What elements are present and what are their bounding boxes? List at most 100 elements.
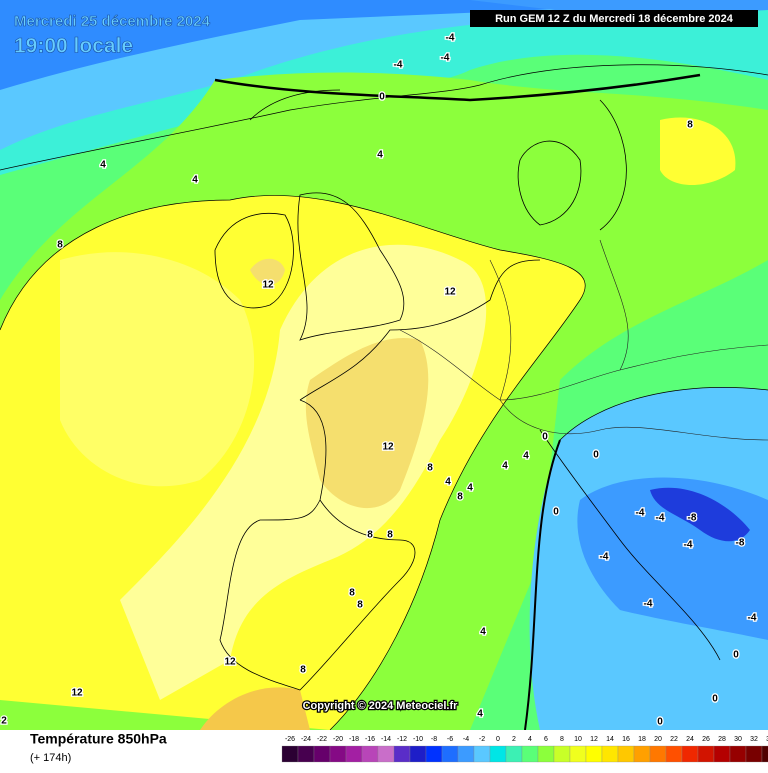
contour-label: 8 — [687, 120, 693, 131]
scale-swatch — [313, 745, 331, 763]
scale-label: 12 — [590, 736, 598, 743]
contour-label: 4 — [445, 477, 451, 488]
contour-label: -8 — [736, 538, 745, 549]
scale-label: 6 — [544, 736, 548, 743]
scale-label: 16 — [622, 736, 630, 743]
scale-swatch — [697, 745, 715, 763]
scale-label: 24 — [686, 736, 694, 743]
scale-swatch — [409, 745, 427, 763]
scale-label: -8 — [431, 736, 437, 743]
contour-label: 12 — [262, 280, 274, 291]
scale-swatch — [297, 745, 315, 763]
contour-label: -4 — [600, 552, 609, 563]
contour-label: 4 — [100, 160, 106, 171]
contour-label: -4 — [684, 540, 693, 551]
valid-time: 19:00 locale — [14, 35, 133, 58]
contour-label: -4 — [748, 613, 757, 624]
contour-label: 0 — [657, 717, 663, 728]
contour-label: 0 — [553, 507, 559, 518]
contour-label: 8 — [300, 665, 306, 676]
contour-label: 8 — [457, 492, 463, 503]
scale-label: -26 — [285, 736, 295, 743]
scale-swatch — [393, 745, 411, 763]
scale-swatch — [601, 745, 619, 763]
contour-label: 4 — [192, 175, 198, 186]
scale-label: -20 — [333, 736, 343, 743]
scale-label: 10 — [574, 736, 582, 743]
contour-label: 0 — [379, 92, 385, 103]
scale-label: 34 — [766, 736, 768, 743]
scale-label: -6 — [447, 736, 453, 743]
scale-swatch — [569, 745, 587, 763]
contour-label: -4 — [656, 513, 665, 524]
scale-swatch — [745, 745, 763, 763]
scale-swatch — [473, 745, 491, 763]
contour-label: -4 — [636, 508, 645, 519]
contour-label: 0 — [593, 450, 599, 461]
contour-label: -4 — [394, 60, 403, 71]
scale-label: -10 — [413, 736, 423, 743]
variable-title: Température 850hPa — [30, 731, 167, 747]
contour-label: 12 — [224, 657, 236, 668]
scale-label: 30 — [734, 736, 742, 743]
contour-label: 4 — [377, 150, 383, 161]
scale-swatch — [521, 745, 539, 763]
scale-swatch — [537, 745, 555, 763]
temperature-field — [0, 0, 768, 731]
scale-label: -18 — [349, 736, 359, 743]
run-info: Run GEM 12 Z du Mercredi 18 décembre 202… — [495, 13, 734, 25]
contour-label: 8 — [349, 588, 355, 599]
contour-label: 8 — [427, 463, 433, 474]
scale-swatch — [505, 745, 523, 763]
scale-label: 20 — [654, 736, 662, 743]
contour-label: 4 — [502, 461, 508, 472]
contour-label: -8 — [688, 513, 697, 524]
scale-label: 8 — [560, 736, 564, 743]
contour-label: 0 — [712, 694, 718, 705]
contour-label: 12 — [382, 442, 394, 453]
scale-label: -14 — [381, 736, 391, 743]
scale-label: -12 — [397, 736, 407, 743]
scale-swatch — [681, 745, 699, 763]
color-scale: -26 -24 -22 -20 -18 -16 -14 -12 -10 -8 -6 -4 -2 0 2 4 6 8… — [281, 736, 768, 763]
scale-swatch — [729, 745, 747, 763]
scale-label: -24 — [301, 736, 311, 743]
contour-label: 8 — [57, 240, 63, 251]
scale-swatch — [617, 745, 635, 763]
scale-swatch — [585, 745, 603, 763]
contour-label: -4 — [644, 599, 653, 610]
scale-swatch — [633, 745, 651, 763]
scale-label: 18 — [638, 736, 646, 743]
scale-label: 2 — [512, 736, 516, 743]
scale-swatch — [441, 745, 459, 763]
contour-label: 12 — [444, 287, 456, 298]
contour-label: 8 — [357, 600, 363, 611]
copyright: Copyright © 2024 Meteociel.fr — [303, 700, 459, 712]
scale-swatch — [281, 745, 299, 763]
scale-label: -22 — [317, 736, 327, 743]
scale-swatch — [489, 745, 507, 763]
scale-swatch — [457, 745, 475, 763]
contour-label: 0 — [542, 432, 548, 443]
scale-label: 32 — [750, 736, 758, 743]
contour-label: 8 — [367, 530, 373, 541]
contour-label: 4 — [477, 709, 483, 720]
scale-label: 28 — [718, 736, 726, 743]
contour-label: 4 — [480, 627, 486, 638]
contour-label: 0 — [733, 650, 739, 661]
valid-date: Mercredi 25 décembre 2024 — [14, 13, 211, 30]
scale-label: 26 — [702, 736, 710, 743]
scale-swatch — [329, 745, 347, 763]
contour-label: 12 — [71, 688, 83, 699]
contour-label: -4 — [446, 33, 455, 44]
contour-label: -4 — [441, 53, 450, 64]
scale-swatch — [361, 745, 379, 763]
scale-swatch — [649, 745, 667, 763]
scale-label: -4 — [463, 736, 469, 743]
coastlines — [214, 89, 768, 691]
contour-label: 2 — [1, 716, 7, 727]
scale-swatch — [665, 745, 683, 763]
scale-swatch — [761, 745, 768, 763]
